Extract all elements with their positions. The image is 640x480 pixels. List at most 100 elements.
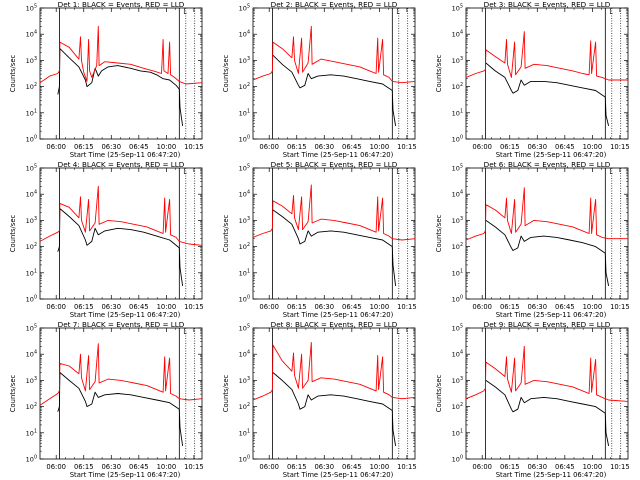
- y-axis-label: Counts/sec: [9, 375, 17, 413]
- detector-panel-5: Det 5: BLACK = Events, RED = LLD 100 101 10…: [222, 160, 417, 319]
- x-tick-label: 06:00: [259, 463, 279, 471]
- x-tick-label: 10:00: [157, 303, 177, 311]
- y-tick-label: 103: [452, 376, 463, 385]
- series-events-line: [272, 209, 397, 286]
- y-tick-label: 105: [26, 324, 37, 333]
- x-tick-label: 06:45: [342, 463, 362, 471]
- x-tick-label: 10:15: [397, 143, 417, 151]
- detector-panel-9: Det 9: BLACK = Events, RED = LLD 100 101 10…: [435, 320, 630, 479]
- y-tick-label: 104: [26, 350, 37, 359]
- x-axis-label: Start Time (25-Sep-11 06:47:20): [70, 471, 181, 479]
- x-tick-label: 06:45: [555, 303, 575, 311]
- plot-frame: [252, 167, 416, 300]
- marker-flag-label: L: [609, 169, 613, 176]
- series-lld-line: [465, 345, 629, 402]
- y-tick-label: 102: [239, 82, 250, 91]
- y-tick-label: 105: [239, 164, 250, 173]
- x-tick-label: 06:45: [129, 143, 149, 151]
- y-tick-label: 102: [26, 82, 37, 91]
- detector-panel-1: Det 1: BLACK = Events, RED = LLD 100 101 10…: [9, 0, 204, 159]
- detector-panel-6: Det 6: BLACK = Events, RED = LLD 100 101 10…: [435, 160, 630, 319]
- series-events-line: [57, 208, 184, 286]
- y-axis-label: Counts/sec: [435, 55, 443, 93]
- x-axis-label: Start Time (25-Sep-11 06:47:20): [70, 151, 181, 159]
- x-axis-label: Start Time (25-Sep-11 06:47:20): [283, 471, 394, 479]
- marker-flag-label: L: [396, 329, 400, 336]
- y-tick-label: 101: [26, 268, 37, 277]
- detector-panel-7: Det 7: BLACK = Events, RED = LLD 100 101 10…: [9, 320, 204, 479]
- y-tick-label: 100: [26, 455, 37, 464]
- y-tick-label: 104: [239, 190, 250, 199]
- y-tick-label: 103: [26, 56, 37, 65]
- x-tick-label: 06:00: [46, 303, 66, 311]
- y-tick-label: 103: [239, 216, 250, 225]
- y-tick-label: 100: [239, 455, 250, 464]
- y-tick-label: 100: [26, 295, 37, 304]
- marker-flag-label: L: [396, 9, 400, 16]
- x-axis-label: Start Time (25-Sep-11 06:47:20): [496, 471, 607, 479]
- y-tick-label: 100: [452, 135, 463, 144]
- y-tick-label: 103: [452, 216, 463, 225]
- y-tick-label: 100: [26, 135, 37, 144]
- y-tick-label: 102: [452, 82, 463, 91]
- x-tick-label: 06:30: [314, 463, 334, 471]
- y-tick-label: 104: [239, 30, 250, 39]
- series-lld-line: [465, 31, 628, 81]
- x-tick-label: 10:15: [610, 143, 630, 151]
- x-tick-label: 10:15: [397, 463, 417, 471]
- x-tick-label: 06:30: [527, 143, 547, 151]
- x-tick-label: 10:00: [583, 303, 603, 311]
- panel-title: Det 4: BLACK = Events, RED = LLD: [58, 160, 185, 169]
- y-tick-label: 102: [239, 242, 250, 251]
- x-tick-label: 06:00: [259, 303, 279, 311]
- marker-flag-label: L: [609, 329, 613, 336]
- y-tick-label: 104: [26, 190, 37, 199]
- series-lld-line: [252, 184, 416, 241]
- series-events-line: [485, 62, 610, 127]
- x-tick-label: 06:00: [472, 463, 492, 471]
- y-tick-label: 105: [452, 324, 463, 333]
- x-tick-label: 10:00: [370, 303, 390, 311]
- x-tick-label: 06:45: [342, 143, 362, 151]
- series-lld-line: [39, 343, 203, 406]
- x-tick-label: 06:30: [314, 303, 334, 311]
- x-tick-label: 10:15: [184, 463, 204, 471]
- series-lld-line: [252, 25, 416, 84]
- y-tick-label: 103: [452, 56, 463, 65]
- x-tick-label: 10:15: [184, 303, 204, 311]
- y-tick-label: 105: [239, 4, 250, 13]
- panel-title: Det 8: BLACK = Events, RED = LLD: [271, 320, 398, 329]
- x-tick-label: 06:45: [129, 463, 149, 471]
- marker-flag-label: L: [183, 9, 187, 16]
- x-axis-label: Start Time (25-Sep-11 06:47:20): [283, 311, 394, 319]
- panel-title: Det 1: BLACK = Events, RED = LLD: [58, 0, 185, 9]
- marker-flag-label: L: [183, 329, 187, 336]
- x-tick-label: 06:15: [287, 463, 307, 471]
- y-tick-label: 104: [452, 30, 463, 39]
- y-tick-label: 103: [239, 56, 250, 65]
- detector-panel-4: Det 4: BLACK = Events, RED = LLD 100 101 10…: [9, 160, 204, 319]
- y-axis-label: Counts/sec: [222, 375, 230, 413]
- plot-frame: [252, 327, 416, 460]
- y-tick-label: 104: [26, 30, 37, 39]
- x-tick-label: 10:00: [370, 143, 390, 151]
- series-lld-line: [39, 185, 203, 246]
- y-axis-label: Counts/sec: [435, 215, 443, 253]
- y-tick-label: 103: [26, 216, 37, 225]
- plot-frame: [465, 7, 629, 140]
- x-tick-label: 06:00: [259, 143, 279, 151]
- panel-title: Det 9: BLACK = Events, RED = LLD: [484, 320, 611, 329]
- panel-title: Det 3: BLACK = Events, RED = LLD: [484, 0, 611, 9]
- marker-flag-label: L: [396, 169, 400, 176]
- y-axis-label: Counts/sec: [222, 215, 230, 253]
- series-lld-line: [39, 25, 203, 85]
- x-tick-label: 06:30: [101, 303, 121, 311]
- x-tick-label: 06:45: [129, 303, 149, 311]
- y-tick-label: 101: [239, 268, 250, 277]
- y-tick-label: 101: [26, 428, 37, 437]
- y-tick-label: 105: [452, 164, 463, 173]
- y-tick-label: 101: [26, 108, 37, 117]
- x-tick-label: 06:30: [527, 303, 547, 311]
- series-events-line: [272, 54, 397, 126]
- x-tick-label: 06:15: [74, 463, 94, 471]
